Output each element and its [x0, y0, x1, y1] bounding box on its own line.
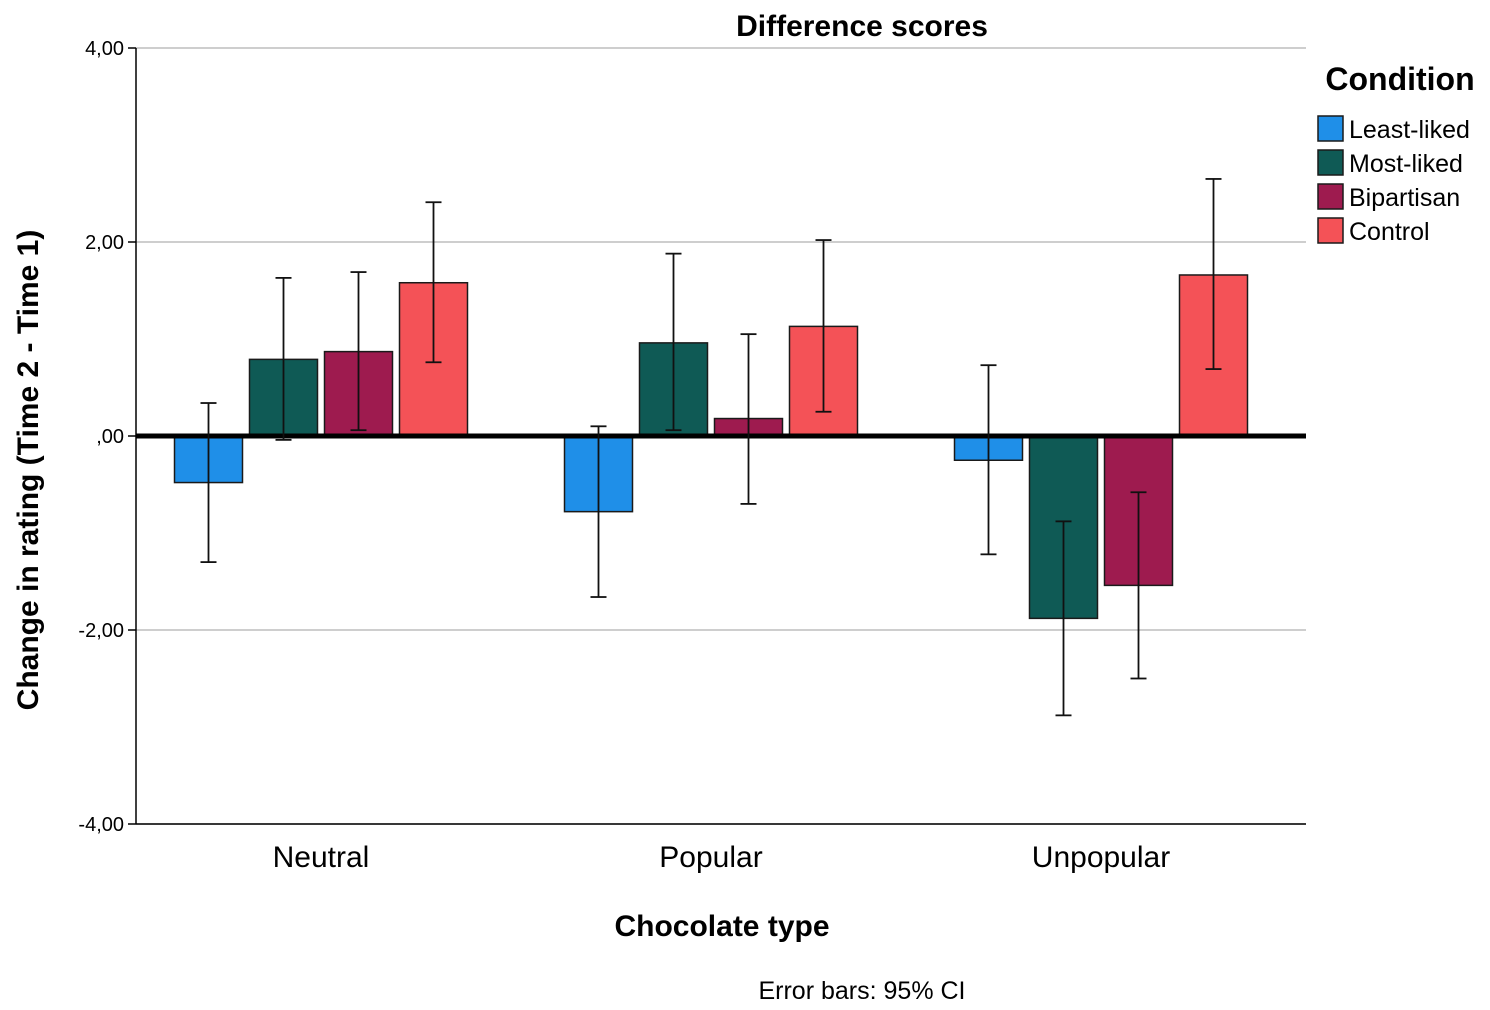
x-axis-categories: Neutral Popular Unpopular — [273, 841, 1171, 874]
x-category-label: Neutral — [273, 841, 370, 874]
legend-swatch — [1317, 217, 1344, 244]
error-bars-note: Error bars: 95% CI — [758, 977, 965, 1005]
x-category-label: Unpopular — [1032, 841, 1170, 874]
legend-label: Control — [1349, 218, 1430, 246]
y-axis-ticks: 4,00 2,00 ,00 -2,00 -4,00 — [78, 38, 136, 836]
legend: Condition Least-liked Most-liked Bipartisa… — [1317, 61, 1475, 246]
legend-label: Most-liked — [1349, 150, 1463, 178]
y-tick-label: 2,00 — [85, 232, 124, 254]
y-tick-label: 4,00 — [85, 38, 124, 60]
legend-swatch — [1317, 115, 1344, 142]
legend-items: Least-liked Most-liked Bipartisan Control — [1317, 115, 1470, 246]
legend-swatch — [1317, 183, 1344, 210]
legend-label: Least-liked — [1349, 116, 1470, 144]
chart-title: Difference scores — [736, 10, 988, 43]
x-category-label: Popular — [659, 841, 762, 874]
y-tick-label: -2,00 — [78, 620, 124, 642]
bars — [173, 274, 1249, 620]
error-bars — [200, 178, 1222, 717]
legend-title: Condition — [1325, 61, 1474, 97]
legend-label: Bipartisan — [1349, 184, 1460, 212]
y-tick-label: -4,00 — [78, 814, 124, 836]
y-axis-label: Change in rating (Time 2 - Time 1) — [12, 230, 45, 711]
legend-swatch — [1317, 149, 1344, 176]
x-axis-label: Chocolate type — [614, 910, 829, 943]
y-tick-label: ,00 — [96, 426, 124, 448]
